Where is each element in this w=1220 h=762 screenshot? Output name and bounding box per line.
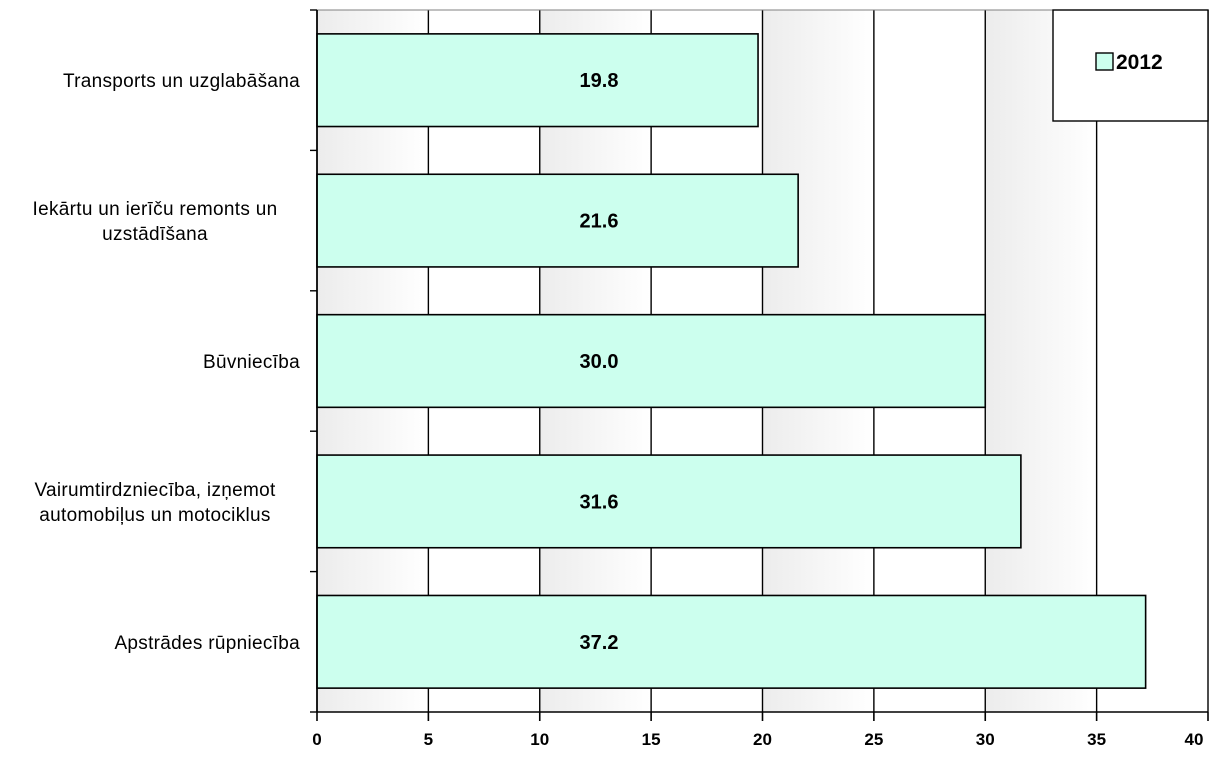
bar (316, 313, 987, 409)
x-axis: 0 5 10 15 20 25 30 35 40 (310, 9, 1209, 749)
x-tick-label: 35 (1087, 730, 1106, 749)
category-label: Iekārtu un ierīču remonts un (33, 199, 278, 220)
legend: 2012 (1052, 9, 1209, 122)
category-label: Transports un uzglabāšana (63, 71, 300, 92)
data-label: 21.6 (580, 211, 619, 233)
bars: 19.8 21.6 30.0 31.6 37.2 (316, 33, 1147, 689)
category-label: Būvniecība (203, 352, 300, 373)
x-tick-label: 0 (312, 730, 321, 749)
x-tick-label: 20 (753, 730, 772, 749)
x-tick-label: 10 (530, 730, 549, 749)
category-labels: Transports un uzglabāšana Iekārtu un ierī… (33, 71, 300, 654)
x-tick-label: 40 (1185, 730, 1204, 749)
legend-box (1052, 9, 1209, 122)
x-tick-label: 5 (424, 730, 433, 749)
x-tick-label: 15 (642, 730, 661, 749)
category-label: automobiļus un motociklus (39, 505, 270, 526)
legend-label: 2012 (1116, 51, 1163, 74)
data-label: 31.6 (580, 491, 619, 513)
data-label: 37.2 (580, 632, 619, 654)
category-label: uzstādīšana (102, 224, 208, 245)
data-label: 30.0 (580, 351, 619, 373)
legend-swatch (1095, 52, 1114, 71)
bar (316, 594, 1147, 689)
category-label: Vairumtirdzniecība, izņemot (34, 480, 276, 501)
data-label: 19.8 (580, 70, 619, 92)
x-tick-label: 30 (976, 730, 995, 749)
category-label: Apstrādes rūpniecība (114, 633, 300, 654)
bar (316, 33, 759, 128)
bar (316, 173, 799, 268)
bar (316, 454, 1022, 549)
x-tick-label: 25 (864, 730, 883, 749)
